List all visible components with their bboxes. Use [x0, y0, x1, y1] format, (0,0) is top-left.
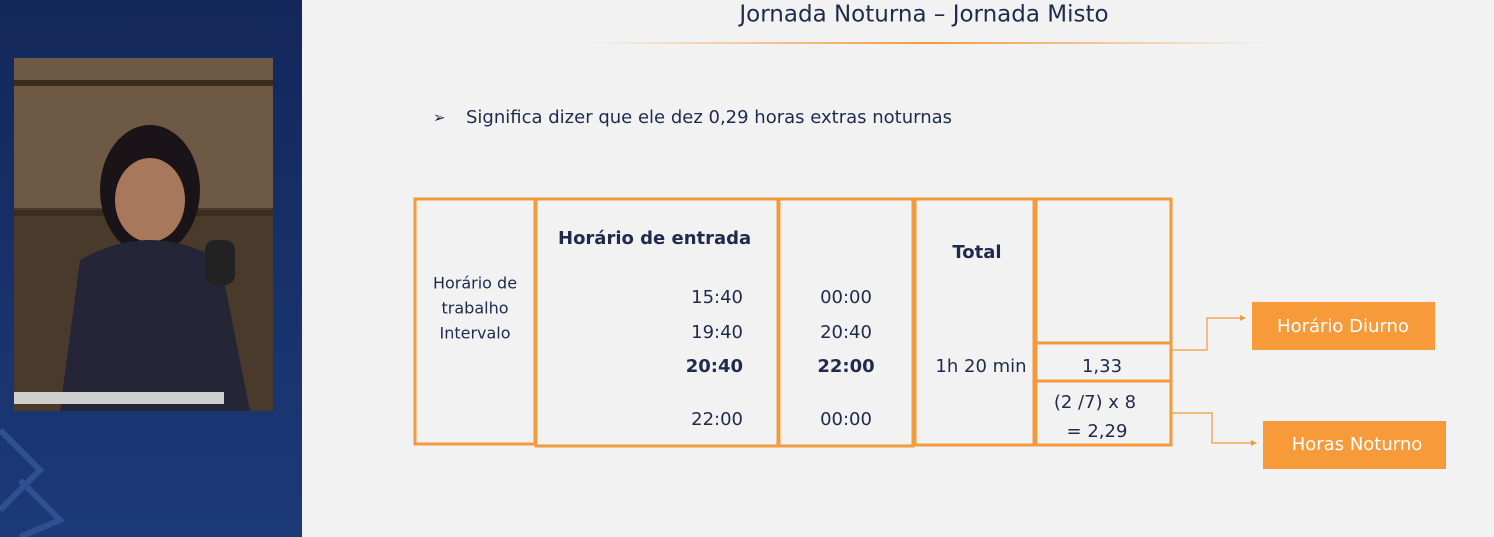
row-label: Horário de	[433, 274, 517, 293]
presenter-video	[14, 58, 273, 411]
table	[413, 197, 1173, 448]
decor	[0, 427, 66, 537]
connector	[1172, 412, 1251, 444]
bullet-text: Significa dizer que ele dez 0,29 horas e…	[466, 107, 952, 128]
noturno-formula: (2 /7) x 8	[1054, 392, 1136, 413]
bullet-marker: ➢	[433, 109, 446, 127]
callout-label: Horário Diurno	[1277, 316, 1409, 337]
arrowhead	[1240, 315, 1246, 321]
entry-time: 20:40	[686, 356, 743, 377]
exit-time: 00:00	[820, 409, 872, 430]
exit-time: 22:00	[817, 356, 874, 377]
diurno-value: 1,33	[1082, 356, 1122, 377]
column-header: Horário de entrada	[558, 228, 751, 249]
cell	[913, 197, 1036, 447]
exit-time: 00:00	[820, 287, 872, 308]
row-label: Intervalo	[439, 324, 510, 343]
callout-box	[1252, 302, 1435, 350]
cell	[1034, 197, 1173, 447]
connector	[1172, 317, 1240, 351]
exit-time: 20:40	[820, 322, 872, 343]
column-header: Total	[952, 242, 1001, 263]
arrowhead	[1251, 440, 1257, 446]
entry-time: 19:40	[691, 322, 743, 343]
noturno-formula: = 2,29	[1067, 421, 1128, 442]
slide-title: Jornada Noturna – Jornada Misto	[737, 2, 1108, 28]
title-rule	[585, 42, 1270, 44]
callout-box	[1263, 421, 1446, 469]
callout-label: Horas Noturno	[1292, 434, 1423, 455]
entry-time: 15:40	[691, 287, 743, 308]
row-label: trabalho	[442, 299, 509, 318]
entry-time: 22:00	[691, 409, 743, 430]
cell	[777, 197, 915, 448]
total-value: 1h 20 min	[935, 356, 1026, 377]
